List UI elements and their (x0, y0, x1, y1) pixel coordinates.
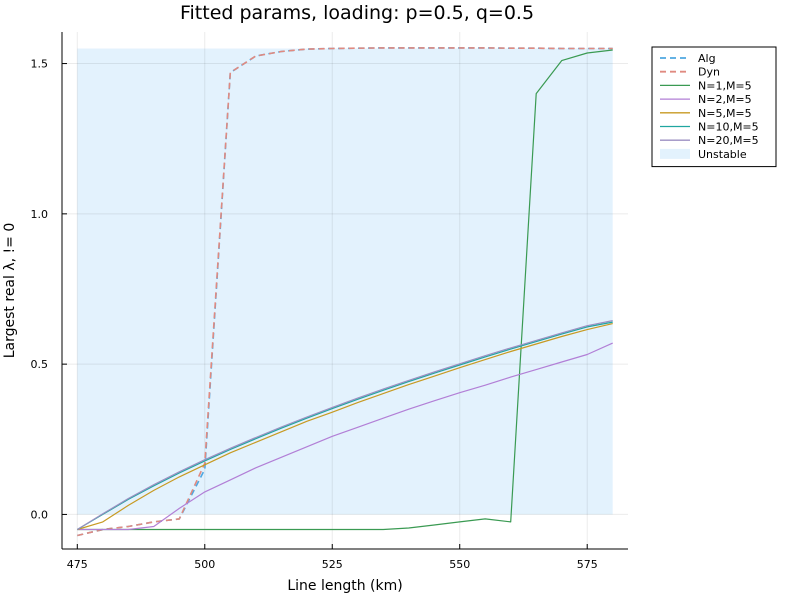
legend: AlgDynN=1,M=5N=2,M=5N=5,M=5N=10,M=5N=20,… (651, 46, 777, 168)
legend-label: Unstable (698, 148, 747, 161)
unstable-region (77, 48, 613, 515)
legend-label: N=10,M=5 (698, 121, 759, 134)
x-tick-label: 500 (194, 558, 215, 571)
legend-box (651, 46, 777, 168)
series-line-dyn (77, 47, 613, 537)
legend-label: N=1,M=5 (698, 79, 752, 92)
x-tick-label: 475 (67, 558, 88, 571)
series-line-n-20-m-5 (76, 320, 613, 531)
y-tick-label: 0.0 (31, 508, 49, 521)
x-tick-label: 575 (577, 558, 598, 571)
legend-label: N=5,M=5 (698, 107, 752, 120)
chart-title: Fitted params, loading: p=0.5, q=0.5 (180, 2, 534, 24)
y-tick-label: 0.5 (31, 358, 49, 371)
x-tick-label: 525 (322, 558, 343, 571)
series-line-n-1-m-5 (77, 49, 613, 531)
x-tick-label: 550 (449, 558, 470, 571)
y-axis-title: Largest real λ, != 0 (2, 223, 18, 359)
legend-label: N=2,M=5 (698, 93, 752, 106)
y-tick-label: 1.5 (31, 58, 49, 71)
series-line-n-2-m-5 (77, 342, 613, 531)
series-line-n-10-m-5 (76, 321, 613, 531)
y-tick-label: 1.0 (31, 208, 49, 221)
series-line-n-5-m-5 (77, 323, 613, 531)
legend-label: Dyn (698, 66, 720, 79)
legend-label: N=20,M=5 (698, 134, 759, 147)
x-axis-title: Line length (km) (287, 578, 402, 594)
legend-swatch-unstable (660, 148, 690, 159)
legend-label: Alg (698, 52, 716, 65)
